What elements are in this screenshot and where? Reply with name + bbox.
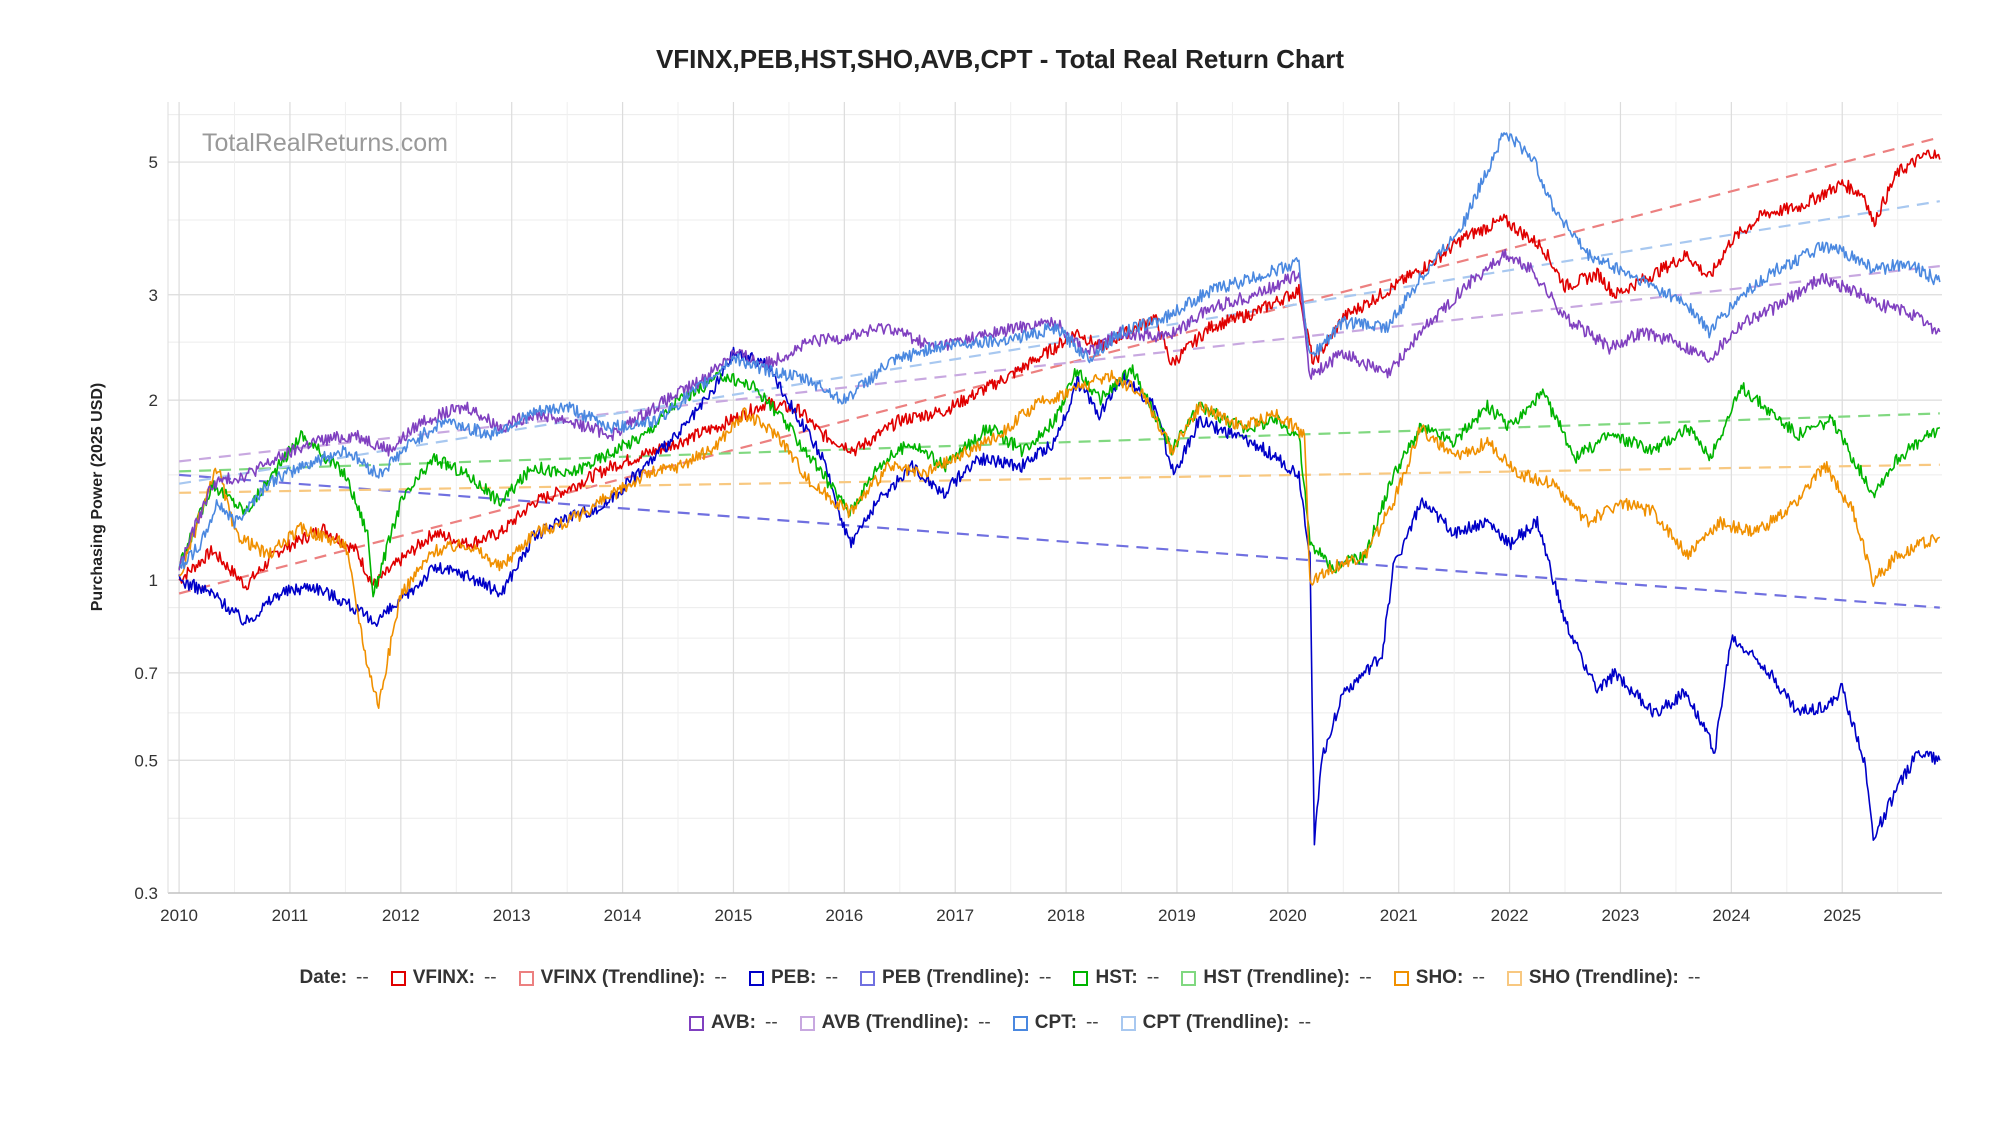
series-layer: [178, 132, 1941, 846]
x-tick-label: 2020: [1269, 906, 1307, 925]
legend-label: AVB (Trendline):: [821, 1012, 970, 1033]
legend-item-vfinx[interactable]: VFINX: --: [390, 967, 497, 989]
legend-value: --: [1687, 967, 1701, 988]
y-tick-label: 0.7: [134, 664, 158, 683]
legend-value: --: [714, 967, 727, 988]
y-tick-label: 3: [149, 286, 158, 305]
legend-date-label: Date:: [299, 967, 348, 988]
legend-swatch: [799, 1015, 815, 1031]
legend-item-peb-trendline[interactable]: PEB (Trendline): --: [860, 967, 1051, 989]
series-line-avb[interactable]: [178, 248, 1941, 571]
legend-label: PEB (Trendline):: [882, 967, 1030, 988]
x-tick-label: 2021: [1380, 906, 1418, 925]
legend-value: --: [1472, 967, 1485, 988]
legend-swatch: [748, 970, 764, 986]
legend-item-hst[interactable]: HST: --: [1073, 967, 1159, 989]
legend-swatch: [1393, 970, 1409, 986]
legend-value: --: [1146, 967, 1160, 988]
legend-value: --: [1298, 1012, 1312, 1033]
legend-value: --: [1085, 1012, 1099, 1033]
x-tick-label: 2011: [272, 906, 309, 925]
legend-swatch: [1506, 970, 1522, 986]
legend-value: --: [483, 967, 497, 988]
legend-item-sho[interactable]: SHO: --: [1393, 967, 1485, 989]
legend-swatch: [518, 970, 534, 986]
legend-item-cpt-trendline[interactable]: CPT (Trendline): --: [1120, 1012, 1312, 1034]
series-line-hst-trendline[interactable]: [179, 412, 1940, 473]
legend-value: --: [1359, 967, 1372, 988]
series-line-cpt[interactable]: [178, 132, 1941, 570]
series-line-vfinx[interactable]: [178, 149, 1941, 591]
y-tick-label: 0.3: [134, 884, 158, 903]
x-tick-label: 2016: [825, 906, 863, 925]
legend-item-vfinx-trendline[interactable]: VFINX (Trendline): --: [518, 967, 727, 989]
series-line-vfinx-trendline[interactable]: [178, 136, 1941, 595]
series-line-peb-trendline[interactable]: [179, 473, 1940, 609]
legend-item-cpt[interactable]: CPT: --: [1012, 1012, 1099, 1034]
legend-item-avb[interactable]: AVB: --: [688, 1012, 778, 1034]
x-tick-label: 2025: [1823, 906, 1861, 925]
x-tick-label: 2012: [382, 906, 420, 925]
legend-item-peb[interactable]: PEB: --: [748, 967, 839, 989]
series-line-avb-trendline[interactable]: [178, 265, 1940, 463]
y-tick-label: 0.5: [134, 751, 158, 770]
x-tick-label: 2023: [1602, 906, 1640, 925]
x-tick-label: 2018: [1047, 906, 1085, 925]
y-tick-label: 1: [149, 571, 158, 590]
series-line-hst[interactable]: [178, 364, 1941, 598]
legend-label: SHO:: [1415, 967, 1464, 988]
x-tick-label: 2019: [1158, 906, 1196, 925]
legend-label: HST (Trendline):: [1203, 967, 1351, 988]
legend-label: SHO (Trendline):: [1528, 967, 1679, 988]
legend-label: CPT:: [1034, 1012, 1077, 1033]
legend-value: --: [825, 967, 839, 988]
series-line-peb[interactable]: [178, 346, 1941, 846]
x-tick-label: 2022: [1491, 906, 1529, 925]
series-line-sho-trendline[interactable]: [179, 463, 1940, 494]
legend-row: Date: -- VFINX: -- VFINX (Trendline): -- PEB…: [0, 967, 2000, 989]
grid-layer: [168, 102, 1942, 894]
legend-row: AVB: -- AVB (Trendline): -- CPT: -- CPT (Trend…: [0, 1012, 2000, 1034]
legend-value: --: [1038, 967, 1052, 988]
axis-layer: 0.3 0.5 0.7 1 2 3 5 2010 2011 2012 2013 2014 2015 201…: [134, 102, 1942, 925]
x-tick-label: 2013: [493, 906, 531, 925]
legend-item-sho-trendline[interactable]: SHO (Trendline): --: [1506, 967, 1701, 989]
legend-label: CPT (Trendline):: [1142, 1012, 1290, 1033]
legend-swatch: [688, 1015, 704, 1031]
legend-label: AVB:: [710, 1012, 756, 1033]
chart-title: VFINX,PEB,HST,SHO,AVB,CPT - Total Real R…: [655, 44, 1345, 74]
watermark: TotalRealReturns.com: [202, 129, 448, 157]
x-tick-label: 2024: [1712, 906, 1750, 925]
x-tick-label: 2017: [936, 906, 974, 925]
legend-swatch: [1073, 970, 1089, 986]
x-tick-label: 2010: [160, 906, 198, 925]
legend-date: Date: --: [300, 967, 369, 989]
legend-swatch: [1120, 1015, 1136, 1031]
legend-label: VFINX (Trendline):: [540, 967, 706, 988]
x-tick-label: 2015: [715, 906, 753, 925]
legend-label: PEB:: [770, 967, 817, 988]
legend-value: --: [978, 1012, 991, 1033]
legend-value: --: [765, 1012, 778, 1033]
x-tick-label: 2014: [604, 906, 642, 925]
legend-item-avb-trendline[interactable]: AVB (Trendline): --: [799, 1012, 991, 1034]
legend-swatch: [1012, 1015, 1028, 1031]
legend-date-value: --: [356, 967, 369, 988]
chart-plot[interactable]: TotalRealReturns.com 0.3 0.5 0.7 1 2 3 5 2010 20…: [0, 0, 2000, 960]
legend-label: VFINX:: [412, 967, 475, 988]
y-tick-label: 5: [149, 153, 158, 172]
legend-label: HST:: [1095, 967, 1138, 988]
legend-swatch: [390, 970, 406, 986]
legend-swatch: [1181, 970, 1197, 986]
legend-swatch: [860, 970, 876, 986]
series-line-sho[interactable]: [178, 369, 1941, 709]
y-tick-label: 2: [149, 391, 158, 410]
y-axis-label: Purchasing Power (2025 USD): [89, 383, 106, 612]
legend-item-hst-trendline[interactable]: HST (Trendline): --: [1181, 967, 1372, 989]
